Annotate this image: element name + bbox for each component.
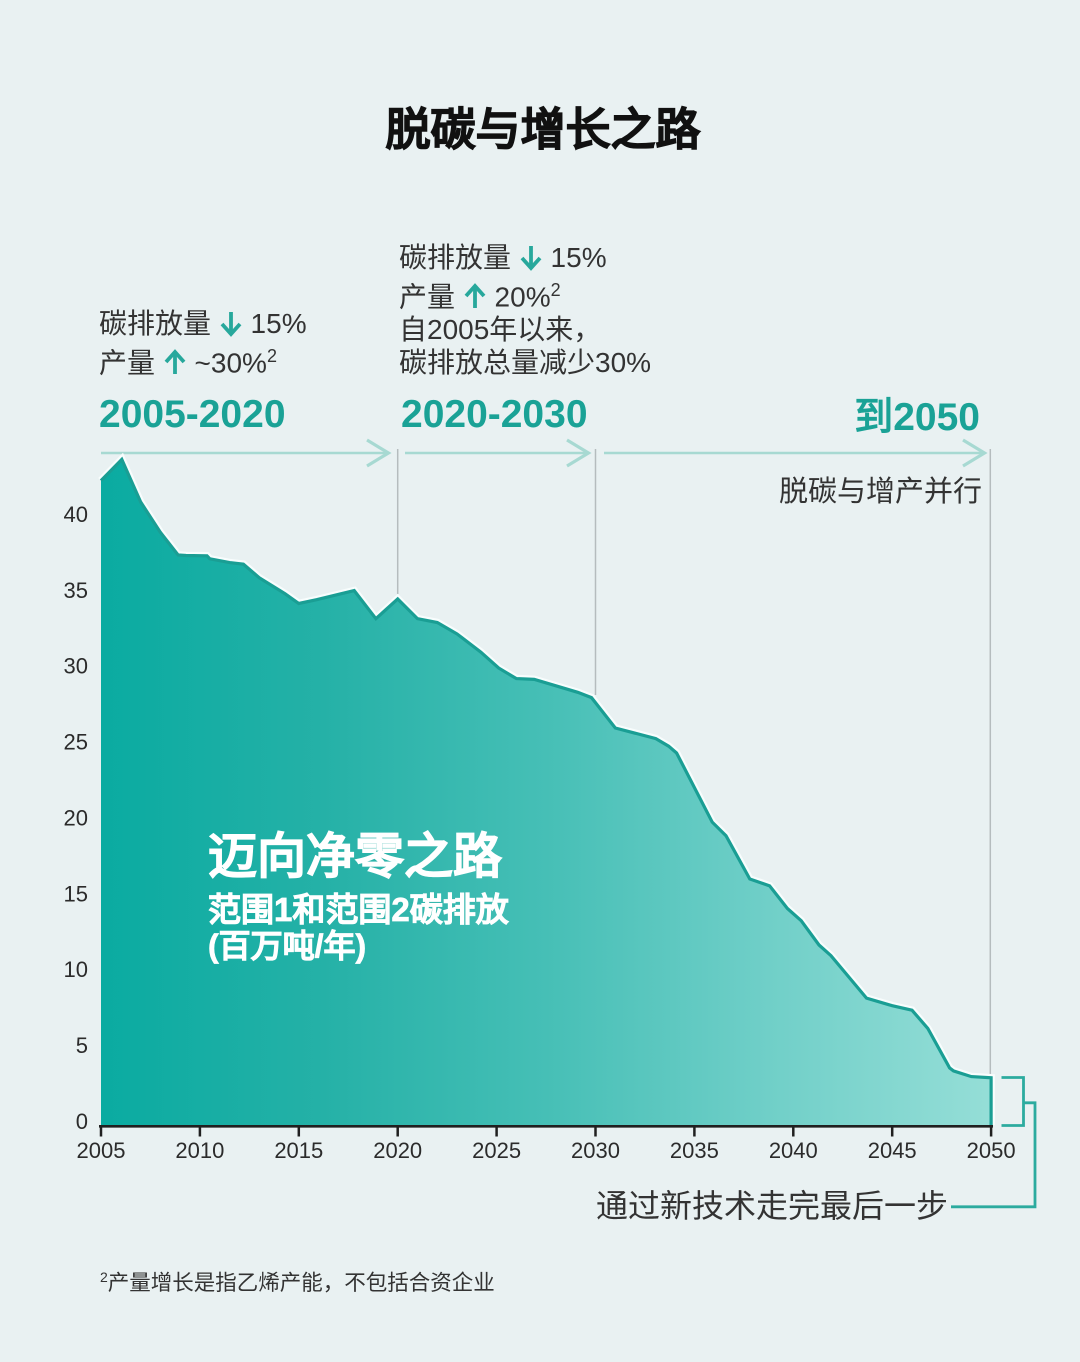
svg-text:2030: 2030 bbox=[571, 1138, 620, 1163]
svg-text:0: 0 bbox=[76, 1109, 88, 1134]
svg-text:35: 35 bbox=[64, 578, 88, 603]
svg-text:2020: 2020 bbox=[373, 1138, 422, 1163]
svg-text:10: 10 bbox=[64, 957, 88, 982]
svg-text:40: 40 bbox=[64, 502, 88, 527]
svg-text:15: 15 bbox=[64, 881, 88, 906]
svg-text:5: 5 bbox=[76, 1033, 88, 1058]
svg-text:30: 30 bbox=[64, 654, 88, 679]
svg-text:2005: 2005 bbox=[77, 1138, 126, 1163]
svg-text:2050: 2050 bbox=[967, 1138, 1016, 1163]
svg-text:2040: 2040 bbox=[769, 1138, 818, 1163]
svg-text:20: 20 bbox=[64, 805, 88, 830]
svg-text:2015: 2015 bbox=[274, 1138, 323, 1163]
svg-text:2045: 2045 bbox=[868, 1138, 917, 1163]
svg-text:2035: 2035 bbox=[670, 1138, 719, 1163]
svg-text:25: 25 bbox=[64, 730, 88, 755]
svg-text:2025: 2025 bbox=[472, 1138, 521, 1163]
svg-text:2010: 2010 bbox=[175, 1138, 224, 1163]
